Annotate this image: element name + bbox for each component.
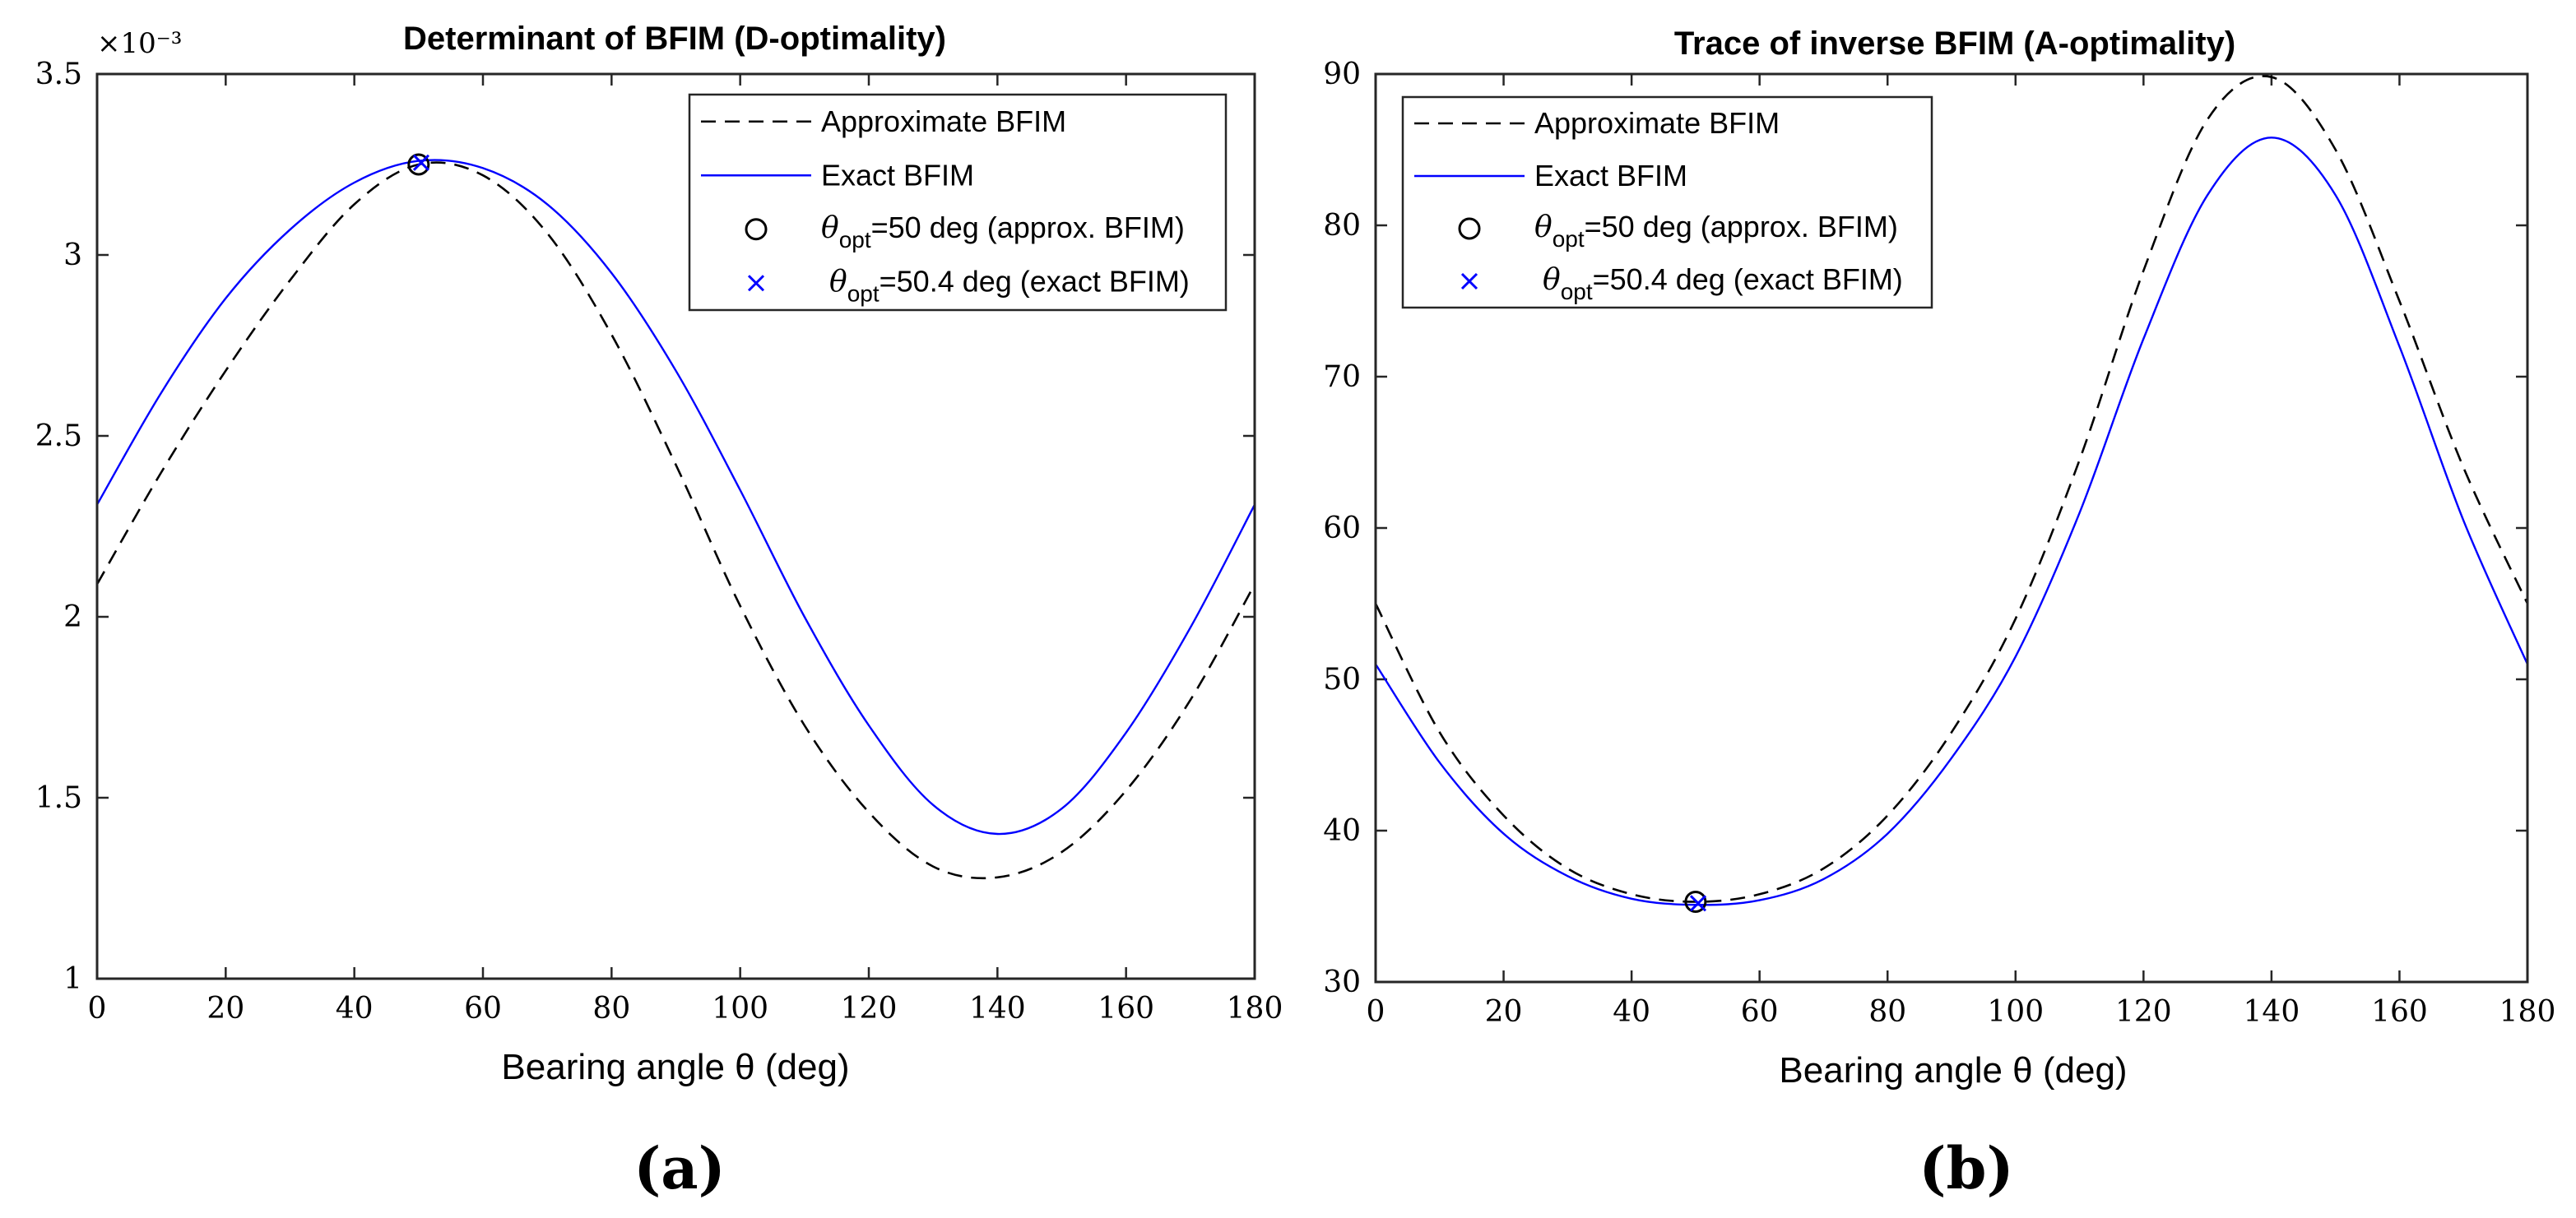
x-tick-label-a: 160 bbox=[1098, 992, 1154, 1026]
y-exponent-label-a: ×10⁻³ bbox=[97, 27, 182, 60]
legend-label-a: θopt=50.4 deg (exact BFIM) bbox=[829, 264, 1190, 306]
x-axis-label-b: Bearing angle θ (deg) bbox=[1779, 1050, 2127, 1091]
chart-title-b: Trace of inverse BFIM (A-optimality) bbox=[1674, 25, 2235, 62]
approx-optimum-marker-a bbox=[407, 153, 430, 176]
x-tick-label-a: 140 bbox=[969, 992, 1026, 1026]
exact-bfim-line-a bbox=[95, 159, 1256, 836]
x-tick-label-b: 60 bbox=[1741, 995, 1779, 1029]
x-tick-label-b: 100 bbox=[1987, 995, 2044, 1029]
legend-label-b: θopt=50.4 deg (exact BFIM) bbox=[1543, 262, 1903, 304]
x-axis-label-a: Bearing angle θ (deg) bbox=[501, 1047, 849, 1087]
x-tick-label-a: 20 bbox=[207, 992, 244, 1026]
x-tick-label-b: 80 bbox=[1868, 995, 1906, 1029]
legend-marker-swatch-a bbox=[747, 275, 765, 292]
axes-frame-b bbox=[1374, 72, 2529, 984]
chart-panel-b: Trace of inverse BFIM (A-optimality) 0 20… bbox=[1323, 25, 2555, 1202]
chart-title-a: Determinant of BFIM (D-optimality) bbox=[403, 21, 946, 57]
legend-label-b: Exact BFIM bbox=[1534, 159, 1687, 192]
legend-box-a bbox=[688, 93, 1228, 312]
y-tick-label-a: 3.5 bbox=[35, 58, 82, 91]
legend-b: Approximate BFIM Exact BFIM θopt=50 deg (a… bbox=[1401, 95, 1933, 309]
y-tick-label-b: 60 bbox=[1323, 512, 1361, 545]
legend-label-b: Approximate BFIM bbox=[1534, 106, 1780, 140]
x-tick-label-b: 0 bbox=[1367, 995, 1385, 1029]
plot-markers-a bbox=[407, 153, 430, 176]
y-tick-label-b: 40 bbox=[1323, 814, 1361, 848]
exact-optimum-marker-a bbox=[412, 154, 430, 171]
approx-optimum-marker-b bbox=[1684, 890, 1707, 913]
exact-bfim-line-b bbox=[1374, 137, 2529, 906]
x-tick-label-a: 60 bbox=[464, 992, 502, 1026]
x-tick-label-b: 40 bbox=[1613, 995, 1650, 1029]
legend-label-a: Approximate BFIM bbox=[821, 104, 1066, 138]
approx-bfim-line-b bbox=[1374, 75, 2529, 903]
y-tick-label-a: 2.5 bbox=[35, 419, 82, 453]
legend-label-a: Exact BFIM bbox=[821, 158, 974, 192]
x-tick-label-a: 0 bbox=[88, 992, 107, 1026]
axis-ticks-a: 0 20 40 60 80 100 120 140 160 180 1 1.5 2 2.5 3 3.5 bbox=[35, 58, 1283, 1026]
axes-frame-a bbox=[95, 72, 1256, 980]
y-tick-label-a: 3 bbox=[63, 239, 82, 272]
x-tick-label-a: 180 bbox=[1227, 992, 1283, 1026]
y-tick-label-a: 1.5 bbox=[35, 781, 82, 815]
y-tick-label-b: 30 bbox=[1323, 966, 1361, 999]
y-tick-label-a: 2 bbox=[63, 600, 82, 634]
legend-marker-swatch-b bbox=[1460, 272, 1478, 290]
plot-lines-a bbox=[95, 159, 1256, 880]
y-tick-label-b: 50 bbox=[1323, 663, 1361, 697]
chart-panel-a: Determinant of BFIM (D-optimality) ×10⁻³… bbox=[35, 21, 1283, 1202]
axis-ticks-b: 0 20 40 60 80 100 120 140 160 180 30 40 50 60 70 80 90 bbox=[1323, 58, 2555, 1029]
legend-marker-swatch-a bbox=[745, 218, 768, 241]
approx-bfim-line-a bbox=[95, 161, 1256, 880]
x-tick-label-a: 100 bbox=[712, 992, 768, 1026]
legend-box-b bbox=[1401, 95, 1933, 309]
legend-marker-swatch-b bbox=[1458, 217, 1481, 240]
x-tick-label-a: 80 bbox=[592, 992, 630, 1026]
y-tick-label-b: 80 bbox=[1323, 209, 1361, 243]
x-tick-label-a: 120 bbox=[841, 992, 898, 1026]
plot-lines-b bbox=[1374, 75, 2529, 906]
panel-label-b: (b) bbox=[1919, 1134, 2013, 1202]
x-tick-label-b: 20 bbox=[1485, 995, 1523, 1029]
legend-label-b: θopt=50 deg (approx. BFIM) bbox=[1534, 210, 1898, 252]
y-tick-label-b: 70 bbox=[1323, 360, 1361, 394]
panel-label-a: (a) bbox=[634, 1134, 726, 1202]
x-tick-label-b: 140 bbox=[2244, 995, 2300, 1029]
y-tick-label-a: 1 bbox=[63, 962, 82, 996]
x-tick-label-b: 180 bbox=[2499, 995, 2556, 1029]
legend-a: Approximate BFIM Exact BFIM θopt=50 deg (a… bbox=[688, 93, 1228, 312]
y-tick-label-b: 90 bbox=[1323, 58, 1361, 91]
x-tick-label-a: 40 bbox=[336, 992, 374, 1026]
plot-markers-b bbox=[1684, 890, 1707, 913]
x-tick-label-b: 120 bbox=[2115, 995, 2172, 1029]
exact-optimum-marker-b bbox=[1689, 895, 1707, 912]
legend-label-a: θopt=50 deg (approx. BFIM) bbox=[821, 211, 1185, 252]
x-tick-label-b: 160 bbox=[2371, 995, 2428, 1029]
